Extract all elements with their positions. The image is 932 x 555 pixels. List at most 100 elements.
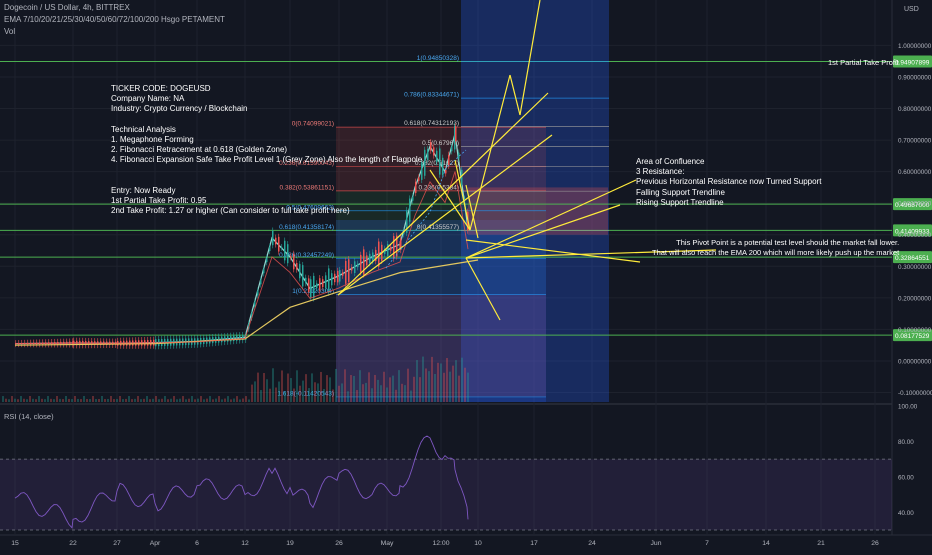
volume-bar	[245, 396, 247, 402]
note-line: TICKER CODE: DOGEUSD	[111, 84, 211, 93]
volume-bar	[260, 390, 262, 402]
volume-bar	[230, 399, 232, 402]
volume-bar	[146, 396, 148, 402]
rsi-axis-label: 40.00	[898, 510, 914, 517]
currency-label[interactable]: USD	[904, 6, 919, 13]
trendline	[465, 184, 479, 239]
candle-body	[260, 279, 262, 285]
candle-body	[305, 277, 307, 284]
rsi-axis-label: 60.00	[898, 474, 914, 481]
candle-body	[418, 177, 420, 181]
volume-bar	[248, 399, 250, 402]
volume-bar	[458, 375, 460, 402]
volume-bar	[314, 382, 316, 402]
volume-bar	[32, 398, 34, 402]
indicator-legend[interactable]: EMA 7/10/20/21/25/30/40/50/60/72/100/200…	[4, 15, 225, 24]
candle-body	[415, 181, 417, 194]
candle-body	[278, 236, 280, 252]
volume-bar	[68, 398, 70, 402]
candle-body	[322, 279, 324, 288]
volume-bar	[95, 399, 97, 402]
ema-fast-line	[14, 171, 469, 345]
volume-bar	[5, 398, 7, 402]
volume-bar	[50, 398, 52, 402]
analysis-note: TICKER CODE: DOGEUSD Company Name: NA Indu…	[111, 84, 422, 217]
candle-body	[218, 336, 220, 343]
volume-bar	[425, 368, 427, 402]
volume-bar	[191, 396, 193, 402]
trendline	[465, 179, 637, 259]
volume-bar	[368, 372, 370, 402]
candle-body	[454, 125, 456, 150]
candle-body	[363, 249, 365, 275]
volume-bar	[407, 368, 409, 402]
chart-title[interactable]: Dogecoin / US Dollar, 4h, BITTREX	[4, 3, 130, 12]
volume-bar	[356, 390, 358, 402]
volume-bar	[323, 388, 325, 402]
candle-body	[227, 336, 229, 342]
candle-body	[319, 278, 321, 291]
candle-body	[458, 152, 460, 159]
volume-bar	[200, 396, 202, 402]
fib-retracement-label: 0.618(0.41358174)	[279, 224, 334, 231]
volume-bar	[440, 363, 442, 402]
volume-bar	[176, 399, 178, 402]
candle-body	[269, 246, 271, 252]
volume-bar	[251, 384, 253, 402]
volume-bar	[416, 360, 418, 402]
candle-body	[254, 301, 256, 307]
volume-bar	[143, 398, 145, 402]
price-axis-label: 0.60000000	[898, 169, 932, 176]
volume-bar	[212, 399, 214, 402]
volume-bar	[59, 398, 61, 402]
volume-bar	[197, 398, 199, 402]
volume-bar	[269, 388, 271, 402]
note-line	[111, 176, 422, 186]
level-tag-label: 0.32864551	[895, 255, 930, 262]
volume-bar	[233, 398, 235, 402]
volume-bar	[389, 377, 391, 402]
fib-retracement-label: 0.786(0.32457249)	[279, 252, 334, 259]
candle-body	[369, 253, 371, 264]
volume-bar	[155, 396, 157, 402]
volume-bar	[47, 396, 49, 402]
candle-body	[263, 268, 265, 274]
rsi-legend[interactable]: RSI (14, close)	[4, 412, 54, 421]
time-axis-label: May	[381, 540, 394, 547]
trendline	[519, 0, 541, 116]
price-axis-label: 1.00000000	[898, 43, 932, 50]
volume-bar	[350, 375, 352, 402]
volume-bar	[14, 398, 16, 402]
volume-legend[interactable]: Vol	[4, 27, 16, 36]
volume-bar	[461, 357, 463, 402]
candle-body	[384, 248, 386, 255]
volume-bar	[431, 356, 433, 402]
volume-bar	[395, 389, 397, 402]
candle-body	[399, 244, 401, 246]
price-axis-label: 0.80000000	[898, 106, 932, 113]
volume-bar	[167, 399, 169, 402]
volume-bar	[29, 396, 31, 402]
candle-body	[455, 126, 457, 142]
price-axis-label: 0.90000000	[898, 74, 932, 81]
candle-body	[461, 169, 463, 186]
candle-body	[442, 157, 444, 176]
candle-body	[390, 246, 392, 251]
candle-body	[284, 240, 286, 261]
candle-body	[372, 252, 374, 262]
time-axis-label: 19	[286, 540, 294, 547]
candle-body	[230, 335, 232, 342]
candle-body	[412, 196, 414, 201]
candle-body	[257, 290, 259, 296]
level-tag-label: 0.49687000	[895, 202, 930, 209]
volume-bar	[20, 396, 22, 402]
candle-body	[328, 268, 330, 293]
note-line: This Pivot Point is a potential test lev…	[676, 238, 900, 247]
time-axis-label: 22	[69, 540, 77, 547]
price-axis-label: 0.10000000	[898, 327, 932, 334]
time-axis-label: Jun	[651, 540, 662, 547]
note-line: 2. Fibonacci Retracement at 0.618 (Golde…	[111, 145, 288, 155]
candle-body	[287, 244, 289, 264]
